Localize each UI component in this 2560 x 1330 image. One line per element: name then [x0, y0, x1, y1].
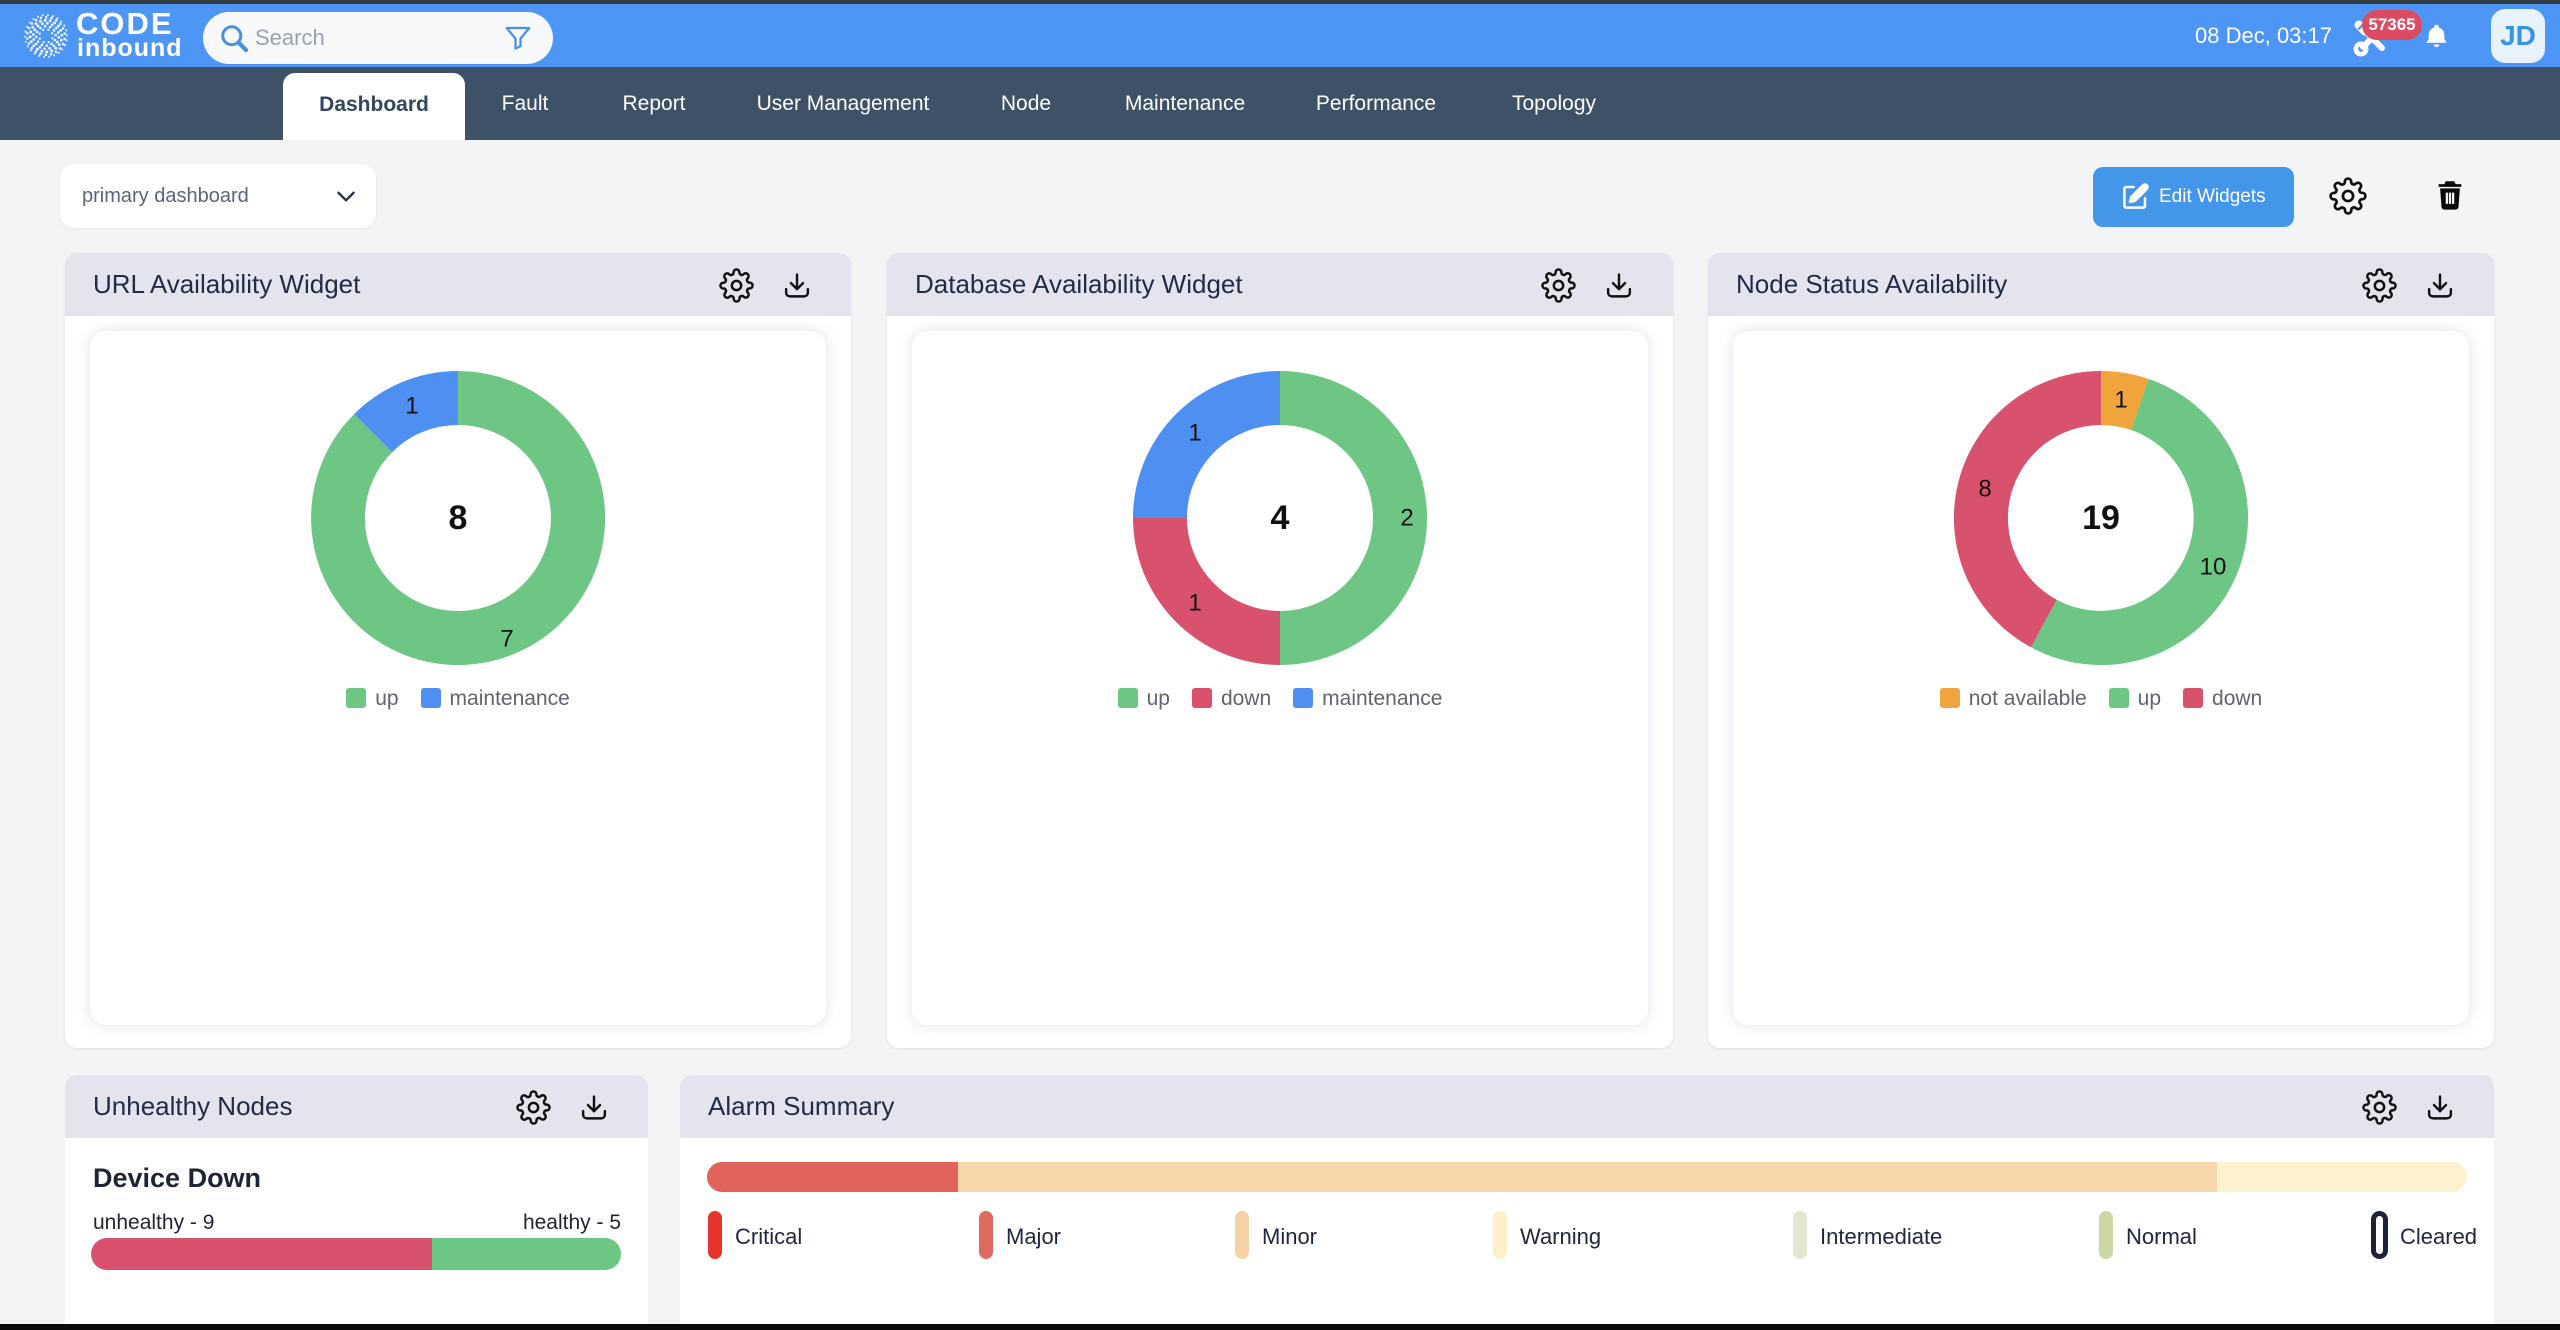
svg-text:1: 1: [405, 393, 418, 420]
svg-text:8: 8: [449, 499, 468, 537]
svg-text:19: 19: [2082, 499, 2120, 537]
svg-text:1: 1: [1188, 420, 1201, 447]
svg-text:10: 10: [2200, 554, 2227, 581]
svg-text:4: 4: [1271, 499, 1290, 537]
svg-text:1: 1: [1188, 590, 1201, 617]
svg-text:8: 8: [1978, 476, 1991, 503]
svg-text:1: 1: [2114, 387, 2127, 414]
svg-text:7: 7: [500, 626, 513, 653]
svg-text:2: 2: [1400, 505, 1413, 532]
